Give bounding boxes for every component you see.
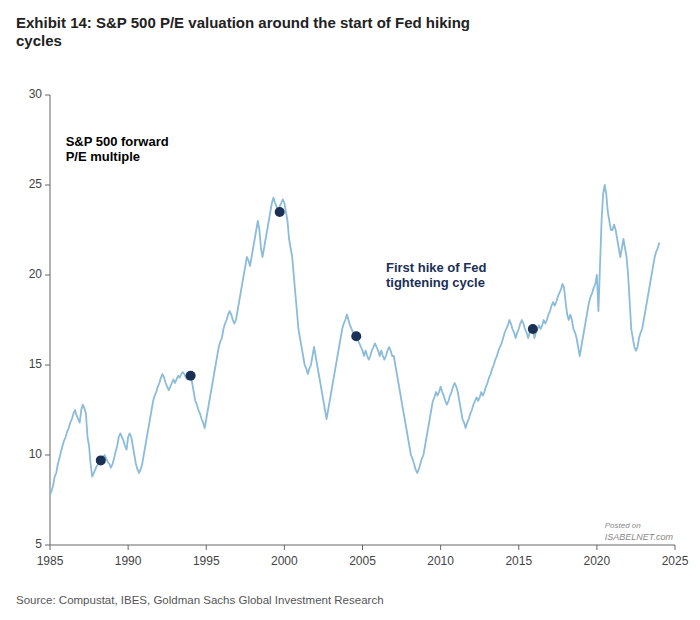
annotation: First hike of Fedtightening cycle	[386, 260, 486, 291]
plot-area	[50, 185, 659, 495]
x-tick-label: 2010	[427, 554, 454, 568]
chart: Exhibit 14: S&P 500 P/E valuation around…	[0, 0, 700, 620]
x-tick	[518, 545, 519, 550]
hike-point	[96, 455, 106, 465]
y-tick-label: 5	[35, 537, 42, 551]
x-tick-label: 2005	[349, 554, 376, 568]
y-tick-label: 15	[29, 357, 43, 371]
x-tick	[675, 545, 676, 550]
y-tick-label: 10	[29, 447, 43, 461]
hike-point	[275, 207, 285, 217]
x-tick-label: 1995	[193, 554, 220, 568]
x-tick-label: 2015	[505, 554, 532, 568]
annotation: S&P 500 forwardP/E multiple	[66, 134, 169, 165]
x-tick	[50, 545, 51, 550]
watermark: ISABELNET.com	[605, 532, 674, 542]
y-tick-label: 30	[29, 87, 43, 101]
hike-point	[351, 331, 361, 341]
title: Exhibit 14: S&P 500 P/E valuation around…	[16, 14, 470, 50]
hike-point	[186, 371, 196, 381]
y-tick	[45, 455, 50, 456]
x-tick	[362, 545, 363, 550]
x-tick-label: 1990	[115, 554, 142, 568]
x-tick-label: 1985	[37, 554, 64, 568]
x-tick-label: 2020	[584, 554, 611, 568]
x-tick-label: 2025	[662, 554, 689, 568]
watermark: Posted on	[605, 521, 642, 530]
x-tick	[206, 545, 207, 550]
x-tick	[128, 545, 129, 550]
y-tick	[45, 365, 50, 366]
y-axis-line	[50, 95, 51, 545]
x-tick	[284, 545, 285, 550]
hike-point	[528, 324, 538, 334]
x-tick	[596, 545, 597, 550]
y-tick-label: 25	[29, 177, 43, 191]
y-tick	[45, 95, 50, 96]
source-note: Source: Compustat, IBES, Goldman Sachs G…	[16, 594, 384, 606]
x-tick	[440, 545, 441, 550]
y-tick	[45, 185, 50, 186]
y-tick	[45, 545, 50, 546]
y-tick-label: 20	[29, 267, 43, 281]
x-tick-label: 2000	[271, 554, 298, 568]
pe-line	[50, 185, 659, 495]
y-tick	[45, 275, 50, 276]
